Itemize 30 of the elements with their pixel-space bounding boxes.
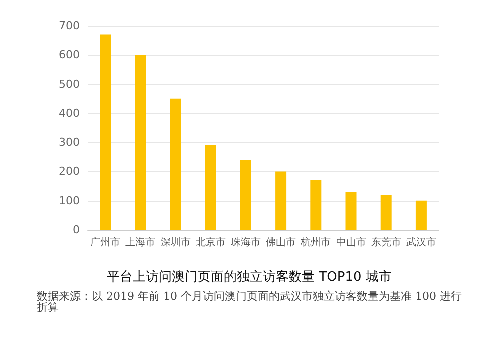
x-tick-label: 东莞市 xyxy=(371,236,402,248)
bar xyxy=(346,192,357,230)
text: 平台上访问澳门页面的独立访客数量 TOP10 城市 xyxy=(107,269,392,285)
x-tick-label: 深圳市 xyxy=(160,236,191,248)
y-tick-label: 0 xyxy=(73,224,80,236)
bar xyxy=(205,145,216,230)
bar xyxy=(380,195,392,230)
x-tick-label: 北京市 xyxy=(196,236,226,248)
bar xyxy=(100,34,112,230)
bar xyxy=(416,200,427,230)
x-tick-label: 广州市 xyxy=(90,236,121,248)
bar xyxy=(135,55,146,230)
source-note: 数据来源：以 2019 年前 10 个月访问澳门页面的武汉市独立访客数量为基准 100 进行折算 xyxy=(37,290,462,314)
bar xyxy=(170,98,182,230)
x-tick-label: 杭州市 xyxy=(300,236,332,248)
y-tick-label: 100 xyxy=(59,194,80,208)
bar xyxy=(276,172,287,230)
x-tick-label: 上海市 xyxy=(126,236,156,248)
x-tick-label: 中山市 xyxy=(336,236,366,248)
bar xyxy=(240,160,252,230)
y-tick-label: 500 xyxy=(59,78,80,91)
y-tick-label: 200 xyxy=(59,165,80,178)
y-tick-label: 600 xyxy=(59,48,80,62)
x-tick-label: 佛山市 xyxy=(266,236,296,248)
y-tick-label: 300 xyxy=(59,136,80,150)
y-tick-label: 700 xyxy=(59,20,80,32)
bar xyxy=(310,180,322,230)
x-tick-label: 武汉市 xyxy=(406,236,436,248)
x-tick-label: 珠海市 xyxy=(230,236,261,248)
y-tick-label: 400 xyxy=(59,106,80,120)
